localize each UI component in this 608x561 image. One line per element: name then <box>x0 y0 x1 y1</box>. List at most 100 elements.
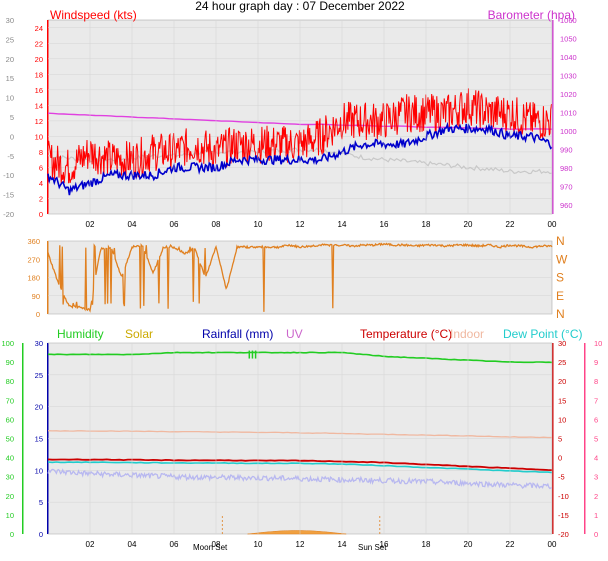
outer-left-tick: 20 <box>6 55 14 64</box>
compass-label: W <box>556 252 568 266</box>
x-tick-label: 00 <box>548 540 557 549</box>
x-tick-label: 14 <box>338 220 347 229</box>
compass-label: S <box>556 271 564 285</box>
rainfall-tick: 25 <box>35 371 43 380</box>
barometer-tick: 1000 <box>560 127 577 136</box>
barometer-tick: 970 <box>560 182 573 191</box>
uv-tick: 3 <box>594 473 598 482</box>
sun-set-label: Sun Set <box>358 543 387 552</box>
windspeed-tick: 18 <box>35 70 43 79</box>
outer-left-tick: 10 <box>6 94 14 103</box>
uv-tick: 8 <box>594 377 598 386</box>
temperature-tick: 25 <box>558 358 566 367</box>
x-tick-label: 06 <box>170 220 179 229</box>
windspeed-tick: 24 <box>35 24 43 33</box>
outer-left-tick: 15 <box>6 74 14 83</box>
outer-left-tick: -5 <box>7 152 14 161</box>
direction-tick: 360 <box>27 237 40 246</box>
uv-tick: 10 <box>594 339 602 348</box>
humidity-tick: 40 <box>6 454 14 463</box>
barometer-tick: 1030 <box>560 71 577 80</box>
barometer-tick: 1040 <box>560 53 577 62</box>
legend-dewpoint: Dew Point (°C) <box>503 327 582 341</box>
barometer-axis-label: Barometer (hpa) <box>488 8 575 22</box>
windspeed-tick: 2 <box>39 194 43 203</box>
uv-tick: 6 <box>594 415 598 424</box>
outer-left-tick: 0 <box>10 132 14 141</box>
solar-area <box>247 530 347 535</box>
windspeed-tick: 8 <box>39 148 43 157</box>
humidity-tick: 20 <box>6 492 14 501</box>
uv-tick: 0 <box>594 530 598 539</box>
uv-tick: 5 <box>594 435 598 444</box>
wind-direction-line <box>47 242 553 313</box>
direction-left-axis-bar <box>47 241 49 314</box>
x-tick-label: 22 <box>506 220 515 229</box>
windspeed-tick: 16 <box>35 86 43 95</box>
legend-uv: UV <box>286 327 303 341</box>
x-tick-label: 20 <box>464 220 473 229</box>
windspeed-axis-label: Windspeed (kts) <box>50 8 137 22</box>
direction-tick: 0 <box>36 310 40 319</box>
x-tick-label: 20 <box>464 540 473 549</box>
rainfall-tick: 0 <box>39 530 43 539</box>
temperature-tick: -5 <box>558 473 565 482</box>
temperature-tick: 10 <box>558 415 566 424</box>
barometer-tick: 1060 <box>560 16 577 25</box>
temp-right-axis-bar <box>552 343 554 534</box>
moon-set-label: Moon Set <box>193 543 228 552</box>
humidity-tick: 10 <box>6 511 14 520</box>
rainfall-mark <box>248 350 251 359</box>
humidity-tick: 100 <box>1 339 14 348</box>
rainfall-tick: 30 <box>35 339 43 348</box>
x-tick-label: 06 <box>170 540 179 549</box>
uv-tick: 7 <box>594 396 598 405</box>
uv-tick: 1 <box>594 511 598 520</box>
humidity-tick: 90 <box>6 358 14 367</box>
legend-indoor: Indoor <box>450 327 484 341</box>
rainfall-tick: 20 <box>35 403 43 412</box>
legend: Humidity Solar Rainfall (mm) UV Temperat… <box>57 327 582 341</box>
x-tick-label: 10 <box>254 540 263 549</box>
humidity-tick: 60 <box>6 415 14 424</box>
temperature-tick: -15 <box>558 511 569 520</box>
x-tick-label: 16 <box>380 540 389 549</box>
humidity-tick: 30 <box>6 473 14 482</box>
outer-left-tick: 5 <box>10 113 14 122</box>
x-tick-label: 12 <box>296 540 305 549</box>
windspeed-tick: 20 <box>35 55 43 64</box>
uv-tick: 2 <box>594 492 598 501</box>
x-tick-label: 02 <box>86 220 95 229</box>
humidity-tick: 50 <box>6 435 14 444</box>
x-tick-label: 16 <box>380 220 389 229</box>
wind-right-axis-bar <box>552 20 554 214</box>
outer-left-tick: 30 <box>6 16 14 25</box>
uv-tick: 4 <box>594 454 598 463</box>
x-tick-label: 18 <box>422 540 431 549</box>
temperature-tick: 5 <box>558 435 562 444</box>
barometer-tick: 1010 <box>560 108 577 117</box>
rainfall-tick: 10 <box>35 466 43 475</box>
x-tick-label: 08 <box>212 540 221 549</box>
legend-humidity: Humidity <box>57 327 104 341</box>
x-tick-label: 04 <box>128 540 137 549</box>
compass-label: E <box>556 289 564 303</box>
temperature-tick: 15 <box>558 396 566 405</box>
uv-axis-bar <box>584 343 586 534</box>
legend-rainfall: Rainfall (mm) <box>202 327 273 341</box>
x-tick-label: 12 <box>296 220 305 229</box>
legend-temperature: Temperature (°C) <box>360 327 452 341</box>
windspeed-tick: 14 <box>35 101 43 110</box>
outer-left-tick: 25 <box>6 35 14 44</box>
direction-tick: 180 <box>27 274 40 283</box>
x-tick-label: 04 <box>128 220 137 229</box>
barometer-tick: 990 <box>560 145 573 154</box>
chart-title: 24 hour graph day : 07 December 2022 <box>195 0 405 13</box>
rainfall-tick: 5 <box>39 498 43 507</box>
barometer-tick: 980 <box>560 164 573 173</box>
x-tick-label: 14 <box>338 540 347 549</box>
uv-tick: 9 <box>594 358 598 367</box>
humidity-axis-bar <box>22 343 24 534</box>
